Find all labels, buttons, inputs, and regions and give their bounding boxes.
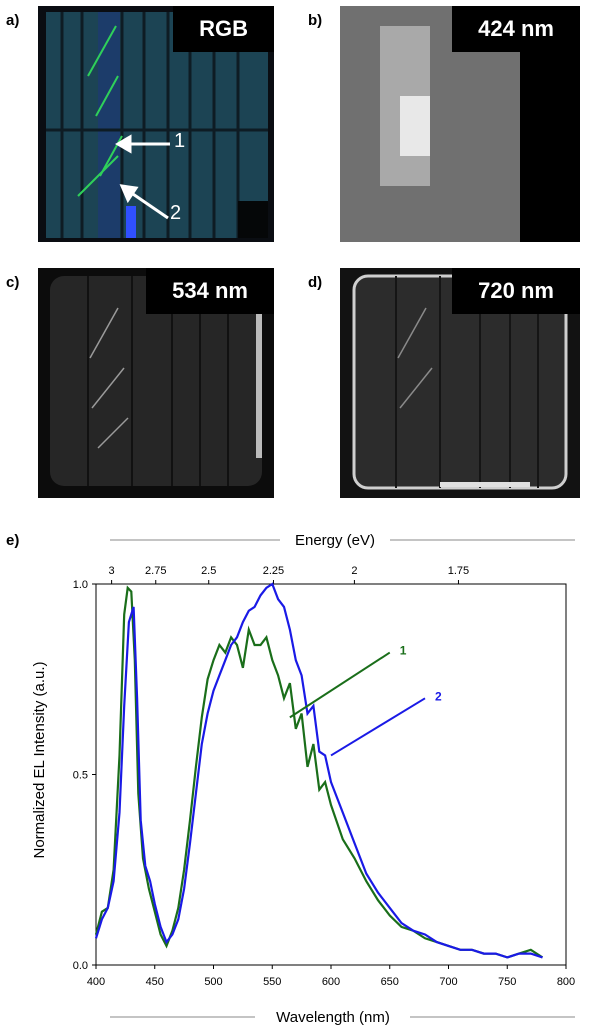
panel-e-label: e) (6, 532, 20, 549)
series-callout-label-1: 1 (400, 644, 407, 658)
720nm-tag: 720 nm (452, 268, 580, 314)
energy-axis-title: Energy (eV) (295, 532, 375, 549)
x-tick-label: 400 (87, 976, 105, 988)
x-tick-label: 650 (381, 976, 399, 988)
y-tick-label: 0.5 (73, 770, 88, 782)
energy-tick-label: 3 (109, 565, 115, 577)
x-tick-label: 750 (498, 976, 516, 988)
534nm-image-panel: 534 nm (38, 268, 274, 498)
panel-b-label: b) (308, 12, 323, 29)
rgb-image-panel: RGB (38, 6, 274, 242)
534nm-image (38, 268, 274, 498)
y-tick-label: 0.0 (73, 960, 88, 972)
424nm-image-panel: 424 nm (340, 6, 580, 242)
arrow-label-2: 2 (170, 202, 182, 224)
x-tick-label: 450 (146, 976, 164, 988)
energy-tick-label: 2.75 (145, 565, 166, 577)
series-line-1 (94, 585, 544, 959)
series-callout-label-2: 2 (435, 689, 442, 703)
series-line-2 (94, 582, 543, 959)
x-axis-title: Wavelength (nm) (276, 1009, 390, 1026)
plot-area: 400 450 500 550 600 650 700 750 800 0.0 0.5 1.0 3 2.7… (73, 565, 575, 988)
720nm-image-panel: 720 nm (340, 268, 580, 498)
rgb-tag: RGB (173, 6, 274, 52)
panel-a-label: a) (6, 12, 20, 29)
arrow-overlay (115, 134, 170, 220)
el-spectrum-chart: Energy (eV) Normalized EL Intensity (a.u… (31, 532, 575, 1026)
x-tick-label: 550 (263, 976, 281, 988)
energy-tick-label: 2 (351, 565, 357, 577)
y-tick-label: 1.0 (73, 579, 88, 591)
energy-tick-label: 2.25 (263, 565, 284, 577)
534nm-tag: 534 nm (146, 268, 274, 314)
plot-frame (95, 583, 567, 966)
panel-c-label: c) (6, 274, 20, 291)
y-axis-title: Normalized EL Intensity (a.u.) (31, 661, 48, 858)
series-callout-2 (330, 697, 426, 757)
424nm-tag: 424 nm (452, 6, 580, 52)
arrow-label-1: 1 (174, 130, 186, 152)
x-tick-label: 700 (439, 976, 457, 988)
x-tick-label: 500 (204, 976, 222, 988)
energy-tick-label: 2.5 (201, 565, 216, 577)
x-tick-label: 600 (322, 976, 340, 988)
panel-d-label: d) (308, 274, 323, 291)
energy-tick-label: 1.75 (448, 565, 469, 577)
x-tick-label: 800 (557, 976, 575, 988)
series-callout-1 (289, 651, 391, 719)
